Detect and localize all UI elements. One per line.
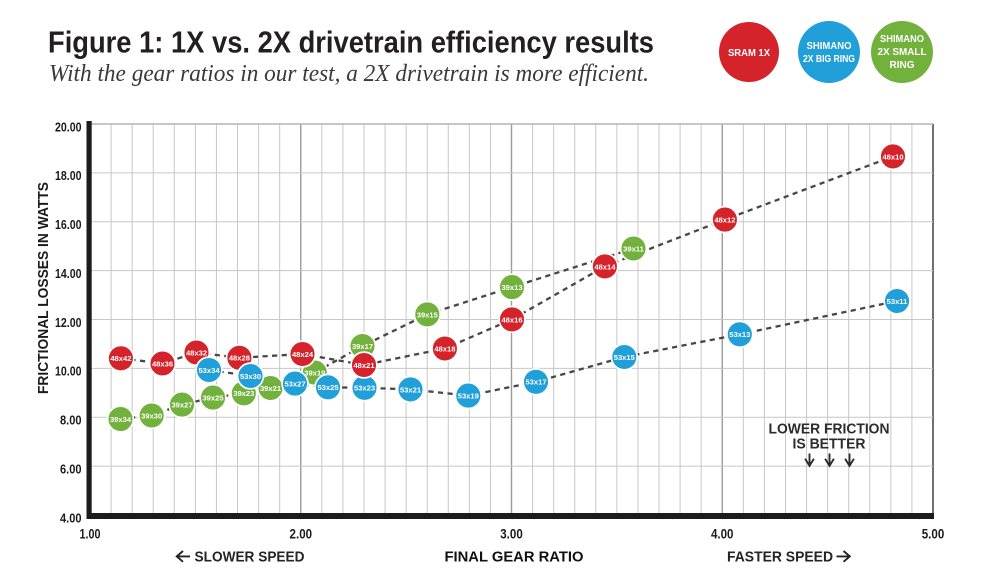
svg-text:53x15: 53x15 — [614, 353, 636, 362]
svg-text:48x10: 48x10 — [882, 152, 903, 161]
svg-text:39x19: 39x19 — [304, 369, 325, 378]
svg-text:SLOWER SPEED: SLOWER SPEED — [195, 550, 305, 566]
svg-text:53x13: 53x13 — [729, 330, 750, 339]
svg-text:RING: RING — [890, 59, 915, 71]
svg-text:2X BIG RING: 2X BIG RING — [803, 53, 855, 65]
svg-text:53x30: 53x30 — [240, 372, 261, 381]
svg-text:6.00: 6.00 — [60, 461, 82, 476]
svg-text:18.00: 18.00 — [55, 168, 82, 183]
svg-text:39x11: 39x11 — [623, 244, 644, 253]
svg-text:53x19: 53x19 — [458, 392, 479, 401]
svg-text:48x14: 48x14 — [594, 262, 616, 271]
svg-text:48x36: 48x36 — [152, 359, 173, 368]
svg-text:8.00: 8.00 — [60, 413, 82, 428]
svg-text:SRAM 1X: SRAM 1X — [728, 47, 770, 59]
svg-text:53x34: 53x34 — [198, 366, 220, 375]
svg-text:39x25: 39x25 — [202, 394, 224, 403]
svg-text:16.00: 16.00 — [55, 217, 82, 232]
svg-text:39x23: 39x23 — [233, 389, 254, 398]
svg-text:3.00: 3.00 — [500, 526, 523, 542]
svg-text:20.00: 20.00 — [55, 119, 82, 134]
svg-text:53x27: 53x27 — [284, 380, 305, 389]
svg-text:2X SMALL: 2X SMALL — [878, 46, 928, 58]
svg-text:2.00: 2.00 — [290, 526, 313, 542]
svg-text:53x25: 53x25 — [317, 383, 339, 392]
svg-text:With the gear ratios in our te: With the gear ratios in our test, a 2X d… — [49, 60, 649, 87]
svg-text:48x12: 48x12 — [714, 216, 735, 225]
svg-text:53x23: 53x23 — [354, 384, 375, 393]
svg-text:SHIMANO: SHIMANO — [807, 40, 852, 52]
svg-text:48x42: 48x42 — [110, 354, 131, 363]
svg-text:48x32: 48x32 — [186, 348, 207, 357]
svg-text:48x18: 48x18 — [434, 344, 455, 353]
svg-text:39x13: 39x13 — [501, 283, 522, 292]
svg-text:FASTER SPEED: FASTER SPEED — [727, 550, 833, 566]
svg-text:53x11: 53x11 — [887, 297, 908, 306]
svg-text:1.00: 1.00 — [80, 526, 101, 542]
svg-text:39x27: 39x27 — [171, 401, 192, 410]
svg-text:14.00: 14.00 — [55, 266, 82, 281]
svg-text:SHIMANO: SHIMANO — [880, 33, 924, 45]
svg-text:53x21: 53x21 — [400, 385, 422, 394]
svg-text:48x28: 48x28 — [229, 354, 250, 363]
svg-text:FINAL GEAR RATIO: FINAL GEAR RATIO — [445, 550, 584, 566]
svg-text:39x17: 39x17 — [352, 342, 373, 351]
svg-text:12.00: 12.00 — [55, 315, 82, 330]
svg-text:48x16: 48x16 — [501, 315, 522, 324]
svg-text:LOWER FRICTION: LOWER FRICTION — [769, 422, 890, 438]
svg-text:53x17: 53x17 — [525, 378, 546, 387]
svg-text:39x30: 39x30 — [141, 411, 162, 420]
svg-text:48x21: 48x21 — [353, 361, 375, 370]
svg-text:48x24: 48x24 — [292, 350, 314, 359]
svg-text:39x34: 39x34 — [110, 415, 132, 424]
svg-text:10.00: 10.00 — [55, 364, 82, 379]
svg-text:39x21: 39x21 — [260, 384, 282, 393]
svg-text:5.00: 5.00 — [922, 526, 945, 542]
svg-text:39x15: 39x15 — [417, 310, 439, 319]
svg-text:4.00: 4.00 — [60, 510, 82, 525]
svg-text:FRICTIONAL LOSSES IN WATTS: FRICTIONAL LOSSES IN WATTS — [35, 182, 52, 394]
svg-text:Figure 1: 1X vs. 2X drivetrain: Figure 1: 1X vs. 2X drivetrain efficienc… — [48, 26, 654, 60]
svg-text:IS BETTER: IS BETTER — [793, 437, 867, 453]
svg-text:4.00: 4.00 — [711, 526, 734, 542]
